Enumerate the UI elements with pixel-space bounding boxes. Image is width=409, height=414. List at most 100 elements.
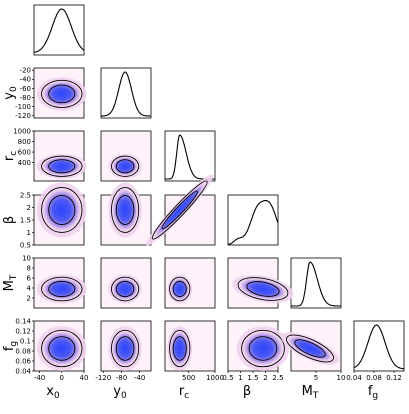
contour-inner bbox=[48, 195, 76, 225]
x-axis-label-MT: MT bbox=[302, 384, 319, 401]
x-tick-label: 0.5 bbox=[222, 374, 233, 382]
contour-inner bbox=[172, 280, 187, 298]
x-tick-label: 1 bbox=[238, 374, 242, 382]
y-tick-label: 0.12 bbox=[15, 327, 31, 335]
density-core bbox=[238, 277, 288, 301]
x-tick-label: 1000 bbox=[206, 374, 224, 382]
density-core bbox=[152, 181, 207, 239]
y-tick-label: 2.5 bbox=[20, 191, 31, 199]
density-core bbox=[111, 277, 139, 301]
contour-outer bbox=[111, 187, 140, 233]
y-axis-label-MT: MT bbox=[2, 274, 19, 291]
density-core bbox=[169, 277, 190, 301]
y-tick-label: 2 bbox=[27, 204, 31, 212]
y-tick-label: -120 bbox=[15, 112, 31, 120]
hist-panel-fg bbox=[353, 320, 405, 372]
scatter-panel-y0-fg bbox=[100, 320, 152, 372]
scatter-panel-x0-beta bbox=[33, 182, 87, 246]
y-tick-label: 0.14 bbox=[15, 317, 31, 325]
x-axis-label-fg: fg bbox=[368, 384, 378, 401]
scatter-panel-x0-rc bbox=[33, 130, 87, 182]
hist-panel-beta bbox=[227, 194, 279, 246]
x-tick-label: -120 bbox=[95, 374, 111, 382]
contour-inner bbox=[115, 195, 135, 225]
hist-panel-MT bbox=[290, 257, 342, 309]
contour-outer bbox=[111, 276, 140, 302]
hist-panel-rc bbox=[164, 130, 216, 182]
contour-outer bbox=[111, 329, 140, 368]
x-axis-label-beta: β bbox=[243, 384, 251, 399]
density-core bbox=[41, 330, 82, 367]
contour-outer bbox=[286, 334, 334, 363]
contour-inner bbox=[48, 336, 76, 361]
y-axis-label-rc: rc bbox=[2, 151, 19, 161]
density-core bbox=[41, 277, 82, 301]
y-tick-label: -100 bbox=[15, 103, 31, 111]
contour-outer bbox=[41, 329, 83, 368]
x-tick-label: -80 bbox=[116, 374, 127, 382]
density-core bbox=[41, 80, 82, 108]
x-tick-label: 40 bbox=[80, 374, 89, 382]
x-tick-label: 2 bbox=[263, 374, 267, 382]
y-tick-label: -80 bbox=[20, 94, 31, 102]
x-axis-label-x0: x0 bbox=[46, 384, 60, 401]
scatter-panel-rc-fg bbox=[164, 320, 216, 372]
x-tick-label: 0.12 bbox=[386, 374, 402, 382]
x-tick-label: 0.08 bbox=[366, 374, 382, 382]
contour-inner bbox=[48, 84, 76, 104]
x-tick-label: 0.04 bbox=[346, 374, 362, 382]
y-tick-label: 600 bbox=[18, 148, 31, 156]
y-tick-label: 2 bbox=[27, 294, 31, 302]
hist-panel-x0 bbox=[33, 4, 85, 56]
density-core bbox=[41, 188, 82, 232]
scatter-panel-beta-MT bbox=[227, 257, 294, 309]
density-core bbox=[286, 335, 334, 362]
x-tick-label: -40 bbox=[34, 374, 45, 382]
y-tick-label: 8 bbox=[27, 264, 31, 272]
y-axis-label-y0: y0 bbox=[2, 86, 19, 100]
scatter-panel-x0-MT bbox=[33, 257, 87, 309]
density-core bbox=[242, 330, 284, 367]
density-core bbox=[111, 156, 139, 177]
y-tick-label: -20 bbox=[20, 67, 31, 75]
contour-outer bbox=[169, 329, 191, 368]
contour-inner bbox=[294, 339, 326, 358]
density-core bbox=[111, 188, 139, 232]
contour-inner bbox=[172, 336, 187, 361]
density-core bbox=[41, 156, 82, 177]
hist-curve-beta bbox=[228, 200, 279, 245]
y-tick-label: 1000 bbox=[13, 127, 31, 135]
hist-curve-fg bbox=[353, 324, 405, 370]
contour-inner bbox=[48, 280, 76, 298]
contour-outer bbox=[41, 155, 83, 177]
contour-inner bbox=[246, 281, 280, 297]
y-tick-label: 0.5 bbox=[20, 241, 31, 249]
y-tick-label: 10 bbox=[22, 254, 31, 262]
scatter-panel-rc-beta bbox=[146, 174, 216, 246]
x-tick-label: 5 bbox=[314, 374, 318, 382]
y-tick-label: 1 bbox=[27, 229, 31, 237]
y-tick-label: 800 bbox=[18, 138, 31, 146]
y-tick-label: 1.5 bbox=[20, 216, 31, 224]
y-tick-label: 0.04 bbox=[15, 367, 31, 375]
y-tick-label: 0.06 bbox=[15, 357, 31, 365]
scatter-panel-MT-fg bbox=[281, 320, 342, 372]
hist-curve-MT bbox=[291, 261, 341, 307]
contour-inner bbox=[161, 190, 198, 230]
y-tick-label: 0.08 bbox=[15, 347, 31, 355]
scatter-panel-x0-fg bbox=[33, 320, 87, 372]
y-tick-label: 4 bbox=[27, 284, 32, 292]
scatter-panel-rc-MT bbox=[164, 257, 216, 309]
hist-panel-y0 bbox=[100, 67, 152, 119]
x-axis-label-rc: rc bbox=[179, 384, 189, 401]
contour-outer bbox=[41, 79, 83, 108]
scatter-panel-y0-MT bbox=[100, 257, 152, 309]
x-tick-label: -40 bbox=[134, 374, 145, 382]
contour-inner bbox=[48, 159, 76, 174]
y-tick-label: 400 bbox=[18, 159, 31, 167]
contour-inner bbox=[248, 336, 278, 361]
y-axis-label-beta: β bbox=[2, 216, 17, 224]
y-tick-label: -60 bbox=[20, 85, 31, 93]
scatter-panel-y0-rc bbox=[100, 130, 152, 182]
